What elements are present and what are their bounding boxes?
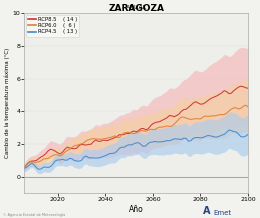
Legend: RCP8.5    ( 14 ), RCP6.0    (  6 ), RCP4.5    ( 13 ): RCP8.5 ( 14 ), RCP6.0 ( 6 ), RCP4.5 ( 13…: [26, 15, 80, 37]
X-axis label: Año: Año: [129, 205, 144, 214]
Text: ANUAL: ANUAL: [126, 5, 147, 10]
Text: Emet: Emet: [213, 210, 231, 216]
Title: ZARAGOZA: ZARAGOZA: [108, 4, 164, 13]
Y-axis label: Cambio de la temperatura máxima (°C): Cambio de la temperatura máxima (°C): [4, 48, 10, 158]
Text: © Agencia Estatal de Meteorología: © Agencia Estatal de Meteorología: [3, 213, 65, 217]
Text: A: A: [203, 206, 210, 216]
